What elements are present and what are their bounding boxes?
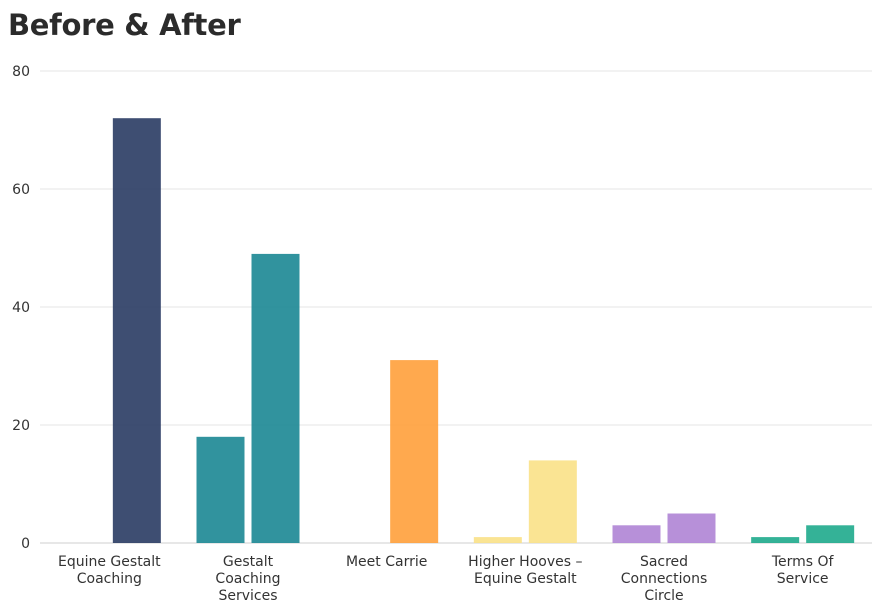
bars <box>112 118 855 544</box>
x-tick-label: Gestalt <box>223 554 274 570</box>
bar-4-series-0[interactable] <box>612 525 661 543</box>
y-tick-label: 40 <box>12 300 30 316</box>
x-tick-label: Meet Carrie <box>346 554 427 570</box>
y-tick-label: 20 <box>12 418 30 434</box>
bar-5-series-1[interactable] <box>806 525 855 543</box>
chart-title: Before & After <box>8 8 241 42</box>
y-axis: 0 20 40 60 80 <box>12 64 30 552</box>
gridlines <box>40 70 872 544</box>
x-tick-label: Service <box>777 571 829 587</box>
x-tick-label: Higher Hooves – <box>468 554 582 570</box>
x-tick-label: Coaching <box>215 571 280 587</box>
y-tick-label: 60 <box>12 182 30 198</box>
x-tick-label: Coaching <box>77 571 142 587</box>
y-tick-label: 0 <box>21 536 30 552</box>
bar-3-series-0[interactable] <box>473 537 522 543</box>
bar-1-series-0[interactable] <box>196 436 245 543</box>
x-axis: Equine GestaltCoachingGestaltCoachingSer… <box>58 554 835 604</box>
x-tick-label: Circle <box>644 588 683 604</box>
x-tick-label: Sacred <box>640 554 688 570</box>
bar-3-series-1[interactable] <box>528 460 577 543</box>
bar-2-series-1[interactable] <box>390 360 439 543</box>
x-tick-label: Connections <box>621 571 708 587</box>
x-tick-label: Equine Gestalt <box>474 571 577 587</box>
bar-5-series-0[interactable] <box>751 537 800 543</box>
x-tick-label: Terms Of <box>771 554 835 570</box>
bar-0-series-1[interactable] <box>112 118 161 543</box>
bar-4-series-1[interactable] <box>667 513 716 544</box>
bar-1-series-1[interactable] <box>251 253 300 543</box>
x-tick-label: Services <box>218 588 277 604</box>
x-tick-label: Equine Gestalt <box>58 554 161 570</box>
y-tick-label: 80 <box>12 64 30 80</box>
